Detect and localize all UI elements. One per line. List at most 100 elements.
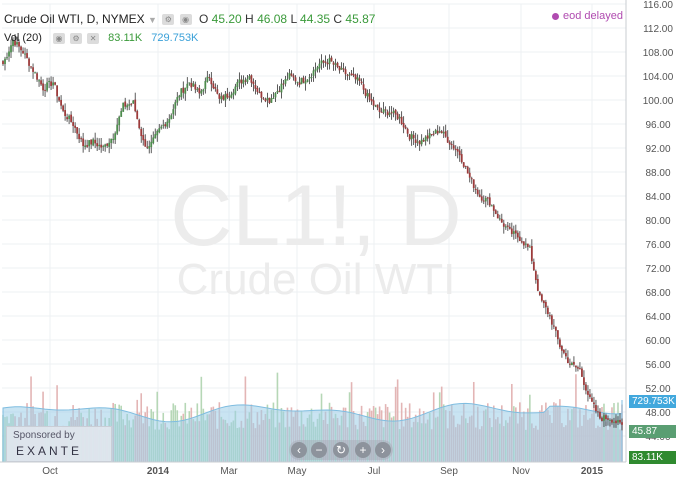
candle-body (54, 82, 56, 85)
candle-body (28, 58, 30, 66)
chart-navigation: ‹ − ↻ + › (289, 440, 393, 460)
candle-body (140, 128, 143, 137)
candle-body (14, 40, 16, 46)
scroll-right-icon[interactable]: › (375, 442, 391, 458)
ohlc-close-label: C (333, 12, 343, 26)
candle-body (448, 142, 451, 145)
candle-body (102, 146, 105, 148)
candle-body (148, 146, 151, 149)
candle-body (144, 139, 147, 147)
candle-body (238, 79, 241, 83)
candle-body (72, 122, 75, 126)
sponsor-box[interactable]: Sponsored by EXANTE (6, 426, 112, 462)
candle-body (176, 97, 179, 103)
candle-body (392, 110, 395, 113)
candle-body (152, 137, 155, 144)
candle-body (274, 92, 277, 98)
candle-body (230, 94, 233, 98)
ohlc-open-label: O (198, 12, 209, 26)
candle-body (118, 116, 121, 126)
watermark-name: Crude Oil WTI (177, 255, 456, 304)
candle-body (579, 368, 581, 370)
candle-body (440, 131, 443, 133)
y-tick-label: 80.00 (645, 216, 670, 227)
candle-body (382, 109, 385, 113)
scroll-left-icon[interactable]: − (311, 442, 327, 458)
candle-body (336, 62, 339, 67)
candle-body (184, 87, 187, 94)
candle-body (334, 63, 337, 65)
candle-body (416, 141, 419, 143)
candle-body (240, 79, 243, 84)
zoom-in-icon[interactable]: + (355, 442, 371, 458)
candle-body (396, 113, 399, 120)
candle-body (128, 104, 131, 106)
candle-body (248, 76, 251, 79)
symbol-legend: Crude Oil WTI, D, NYMEX ▼ ⚙ ◉ O 45.20 H … (4, 12, 375, 26)
candle-body (164, 124, 167, 127)
candle-body (496, 213, 499, 219)
candle-body (522, 241, 525, 246)
candle-body (84, 145, 87, 148)
candle-body (178, 95, 181, 98)
candle-body (58, 97, 60, 101)
close-icon[interactable]: ✕ (87, 32, 100, 44)
candle-body (206, 76, 209, 82)
zoom-out-icon[interactable]: ‹ (291, 442, 307, 458)
candle-body (498, 218, 501, 220)
candle-body (589, 394, 591, 397)
candle-body (362, 84, 365, 90)
dropdown-icon[interactable]: ▼ (148, 15, 157, 25)
candle-body (112, 138, 115, 140)
candle-body (502, 223, 505, 227)
volume-ma-badge: 729.753K (629, 395, 676, 408)
settings-icon[interactable]: ⚙ (162, 14, 175, 26)
candle-body (615, 420, 617, 424)
visibility-icon[interactable]: ◉ (52, 32, 65, 44)
symbol-title[interactable]: Crude Oil WTI, D, NYMEX (4, 12, 145, 26)
candle-body (466, 166, 469, 174)
y-tick-label: 104.00 (643, 72, 674, 83)
candle-body (490, 205, 493, 207)
candle-body (38, 80, 40, 82)
candle-body (472, 179, 475, 189)
candle-body (254, 85, 257, 89)
candle-body (276, 91, 279, 93)
candle-body (406, 128, 409, 134)
candle-body (348, 74, 351, 76)
candle-body (134, 99, 137, 112)
candle-body (581, 368, 583, 377)
candle-body (268, 97, 271, 103)
reset-icon[interactable]: ↻ (333, 442, 349, 458)
candle-body (595, 405, 597, 412)
candle-body (180, 88, 183, 97)
candle-body (306, 79, 309, 82)
candle-body (538, 292, 541, 295)
candle-body (480, 196, 483, 201)
ohlc-high-value: 46.08 (257, 12, 288, 26)
candle-body (430, 134, 433, 136)
candle-body (328, 58, 331, 64)
candle-body (170, 115, 173, 120)
candle-body (338, 66, 341, 71)
sponsor-brand[interactable]: EXANTE (16, 444, 83, 458)
candle-body (442, 131, 445, 134)
candle-body (20, 46, 22, 51)
candle-body (302, 77, 305, 83)
ohlc-close-value: 45.87 (345, 12, 376, 26)
volume-indicator-label[interactable]: Vol (20) (4, 32, 42, 44)
settings-icon[interactable]: ⚙ (70, 32, 83, 44)
candle-body (530, 246, 533, 262)
candle-body (204, 81, 207, 90)
candle-body (609, 419, 611, 421)
watermark-symbol: CL1!, D (170, 168, 462, 264)
candle-body (250, 75, 253, 83)
candle-body (50, 81, 52, 86)
hide-icon[interactable]: ◉ (179, 14, 192, 26)
candle-body (76, 127, 79, 134)
candle-body (354, 74, 357, 80)
candle-body (4, 58, 6, 65)
y-tick-label: 88.00 (645, 168, 670, 179)
